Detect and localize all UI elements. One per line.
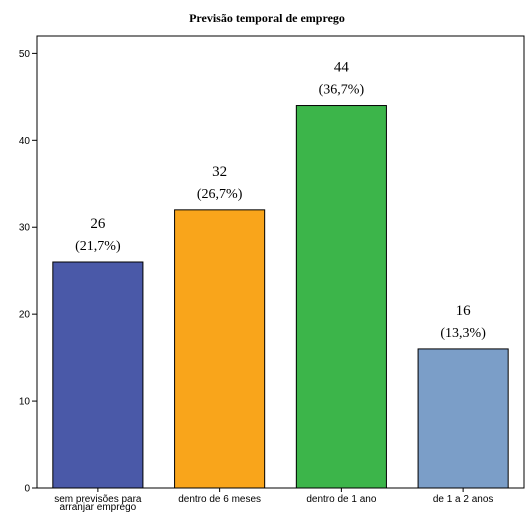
y-tick-label: 30 bbox=[19, 223, 31, 234]
x-tick-label: arranjar emprego bbox=[60, 502, 137, 513]
bar-value-label: 44 bbox=[334, 60, 350, 76]
bar bbox=[417, 348, 509, 489]
bar-value-label: 26 bbox=[90, 216, 106, 232]
bar-percent-label: (21,7%) bbox=[75, 239, 121, 254]
bar-value-label: 16 bbox=[456, 303, 472, 319]
bars bbox=[52, 105, 509, 489]
chart-title: Previsão temporal de emprego bbox=[189, 11, 345, 25]
plot-frame bbox=[36, 35, 525, 489]
x-tick-label: de 1 a 2 anos bbox=[433, 494, 494, 505]
bar-value-label: 32 bbox=[212, 164, 227, 180]
x-tick-label: dentro de 6 meses bbox=[178, 494, 261, 505]
y-tick-label: 50 bbox=[19, 49, 31, 60]
bar-percent-label: (13,3%) bbox=[440, 326, 486, 341]
y-tick-label: 20 bbox=[19, 310, 31, 321]
y-tick-label: 40 bbox=[19, 136, 31, 147]
bar bbox=[295, 105, 387, 489]
bar bbox=[52, 261, 144, 489]
y-tick-label: 0 bbox=[24, 484, 30, 495]
x-tick-label: sem previsões para bbox=[54, 494, 142, 505]
y-tick-label: 10 bbox=[19, 397, 31, 408]
y-axis: 0 10 20 30 40 50 bbox=[19, 49, 37, 495]
x-tick-label: dentro de 1 ano bbox=[306, 494, 376, 505]
bar-percent-label: (26,7%) bbox=[197, 187, 243, 202]
bar bbox=[174, 209, 266, 489]
data-labels: 26 (21,7%) 32 (26,7%) 44 (36,7%) 16 (13,3%) bbox=[75, 60, 486, 341]
bar-percent-label: (36,7%) bbox=[319, 83, 365, 98]
